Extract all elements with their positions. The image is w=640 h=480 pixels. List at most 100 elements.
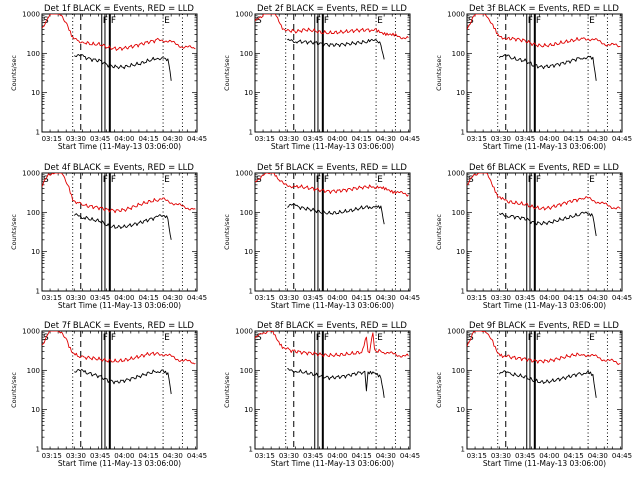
- axes-frame: [254, 172, 411, 292]
- markers: [497, 14, 608, 132]
- x-tick-label: 03:30: [66, 294, 86, 302]
- data-lines: [255, 14, 409, 60]
- x-tick-label: 03:45: [303, 452, 323, 460]
- y-axis-label: Counts/sec: [435, 214, 443, 250]
- x-axis: 03:15 03:30 03:45 04:00 04:15 04:30 04:45: [42, 173, 207, 302]
- y-tick-label: 100: [452, 367, 465, 375]
- y-tick-label: 1000: [447, 170, 465, 178]
- x-axis-label: Start Time (11-May-13 03:06:00): [58, 142, 181, 151]
- x-tick-label: 04:15: [138, 135, 158, 143]
- data-lines: [42, 331, 196, 395]
- panel-title: Det 8f BLACK = Events, RED = LLD: [257, 321, 407, 331]
- y-axis-label: Counts/sec: [223, 214, 231, 250]
- y-tick-label: 10: [31, 89, 40, 97]
- x-tick-label: 04:45: [187, 294, 207, 302]
- x-tick-label: 04:15: [563, 294, 583, 302]
- marker-label: F: [528, 175, 533, 185]
- panel-title: Det 4f BLACK = Events, RED = LLD: [44, 163, 194, 173]
- panel-det-8: Det 8f BLACK = Events, RED = LLD 1 10 100 10…: [223, 321, 420, 468]
- x-axis-label: Start Time (11-May-13 03:06:00): [483, 301, 606, 310]
- marker-label-start: S: [256, 16, 262, 26]
- x-tick-label: 04:30: [376, 452, 396, 460]
- marker-label-start: S: [43, 175, 49, 185]
- y-tick-label: 100: [240, 367, 253, 375]
- y-tick-label: 1000: [235, 170, 253, 178]
- panel-title: Det 6f BLACK = Events, RED = LLD: [469, 163, 619, 173]
- y-tick-label: 10: [31, 406, 40, 414]
- marker-label: F: [536, 175, 541, 185]
- axes-frame: [41, 330, 198, 450]
- axes-frame: [41, 172, 198, 292]
- panel-det-4: Det 4f BLACK = Events, RED = LLD 1 10 100 10…: [10, 163, 207, 310]
- x-tick-label: 03:30: [491, 452, 511, 460]
- marker-label: E: [589, 333, 595, 343]
- marker-label: F: [324, 175, 329, 185]
- marker-label: F: [536, 16, 541, 26]
- marker-label: F: [316, 16, 321, 26]
- x-tick-label: 04:45: [400, 452, 420, 460]
- axes-frame: [41, 13, 198, 133]
- y-tick-label: 1: [36, 288, 40, 296]
- panel-det-9: Det 9f BLACK = Events, RED = LLD 1 10 100 10…: [435, 321, 632, 468]
- series-events-line: [287, 38, 385, 60]
- y-tick-label: 1000: [235, 11, 253, 19]
- y-axis-label: Counts/sec: [223, 372, 231, 408]
- axes-frame: [466, 172, 623, 292]
- x-tick-label: 04:45: [187, 135, 207, 143]
- y-axis: 1 10 100 1000: [235, 170, 410, 296]
- x-tick-label: 04:15: [563, 135, 583, 143]
- panel-title: Det 9f BLACK = Events, RED = LLD: [469, 321, 619, 331]
- series-events-line: [498, 370, 597, 398]
- y-tick-label: 100: [27, 209, 40, 217]
- y-axis-label: Counts/sec: [435, 372, 443, 408]
- x-tick-label: 04:30: [376, 135, 396, 143]
- x-tick-label: 03:45: [90, 135, 110, 143]
- panel-title: Det 5f BLACK = Events, RED = LLD: [257, 163, 407, 173]
- x-axis-label: Start Time (11-May-13 03:06:00): [483, 142, 606, 151]
- x-tick-label: 03:15: [467, 294, 487, 302]
- y-tick-label: 1: [461, 129, 465, 137]
- x-tick-label: 03:45: [303, 135, 323, 143]
- x-tick-label: 03:45: [90, 294, 110, 302]
- y-tick-label: 100: [27, 50, 40, 58]
- marker-label: F: [316, 333, 321, 343]
- series-lld-line: [255, 331, 409, 358]
- marker-label: F: [111, 175, 116, 185]
- x-axis: 03:15 03:30 03:45 04:00 04:15 04:30 04:45: [467, 173, 632, 302]
- y-axis: 1 10 100 1000: [235, 11, 410, 137]
- x-axis: 03:15 03:30 03:45 04:00 04:15 04:30 04:45: [467, 331, 632, 460]
- x-tick-label: 03:45: [90, 452, 110, 460]
- marker-label: F: [111, 333, 116, 343]
- x-tick-label: 04:00: [327, 452, 347, 460]
- marker-label-start: S: [468, 16, 474, 26]
- panel-title: Det 1f BLACK = Events, RED = LLD: [44, 4, 194, 14]
- y-axis: 1 10 100 1000: [22, 11, 197, 137]
- y-tick-label: 1000: [22, 170, 40, 178]
- marker-label: E: [164, 16, 170, 26]
- x-tick-label: 04:30: [163, 135, 183, 143]
- x-tick-label: 04:30: [163, 452, 183, 460]
- x-tick-label: 03:15: [467, 452, 487, 460]
- x-tick-label: 04:00: [327, 294, 347, 302]
- y-tick-label: 100: [452, 50, 465, 58]
- panel-det-1: Det 1f BLACK = Events, RED = LLD 1 10 100 10…: [10, 4, 207, 151]
- x-tick-label: 03:15: [42, 135, 62, 143]
- x-tick-label: 03:15: [255, 135, 275, 143]
- x-tick-label: 04:15: [138, 294, 158, 302]
- marker-label: E: [377, 16, 383, 26]
- y-tick-label: 1000: [447, 11, 465, 19]
- x-axis-label: Start Time (11-May-13 03:06:00): [271, 459, 394, 468]
- panel-title: Det 7f BLACK = Events, RED = LLD: [44, 321, 194, 331]
- panel-det-2: Det 2f BLACK = Events, RED = LLD 1 10 100 10…: [223, 4, 420, 151]
- y-tick-label: 1000: [235, 328, 253, 336]
- x-tick-label: 03:30: [279, 294, 299, 302]
- x-tick-label: 03:30: [491, 135, 511, 143]
- x-axis: 03:15 03:30 03:45 04:00 04:15 04:30 04:45: [255, 331, 420, 460]
- x-tick-label: 03:30: [491, 294, 511, 302]
- y-tick-label: 10: [244, 248, 253, 256]
- x-axis: 03:15 03:30 03:45 04:00 04:15 04:30 04:45: [467, 14, 632, 143]
- axes-frame: [466, 13, 623, 133]
- y-axis: 1 10 100 1000: [447, 328, 622, 454]
- series-events-line: [287, 203, 385, 225]
